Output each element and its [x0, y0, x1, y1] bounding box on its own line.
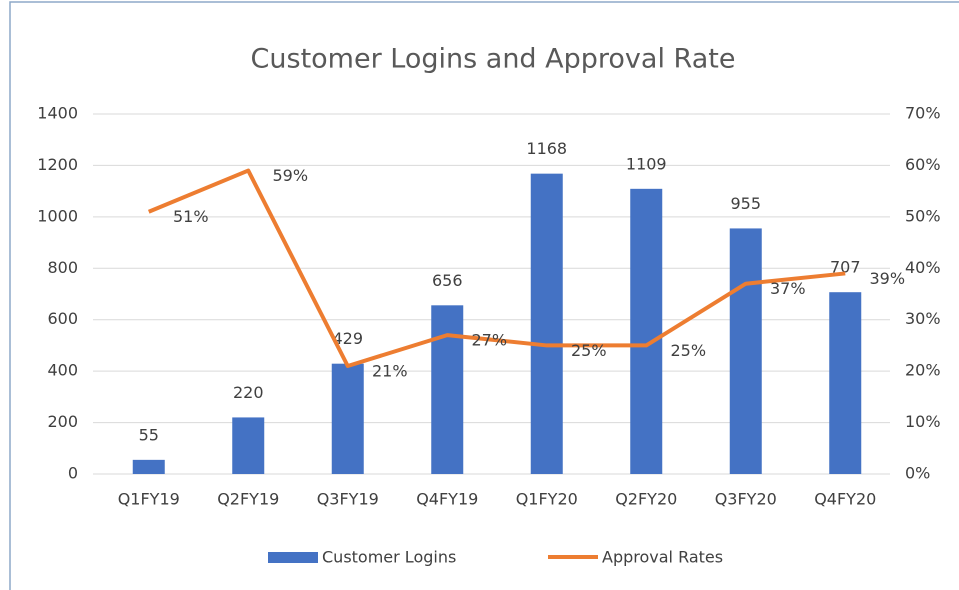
- line-value-label: 25%: [670, 341, 706, 360]
- y2-tick-label: 70%: [905, 104, 941, 123]
- y2-tick-label: 40%: [905, 258, 941, 277]
- line-value-label: 21%: [372, 362, 408, 381]
- line-value-label: 25%: [571, 341, 607, 360]
- y-tick-label: 800: [47, 258, 78, 277]
- chart-title: Customer Logins and Approval Rate: [251, 44, 736, 75]
- y2-tick-label: 10%: [905, 412, 941, 431]
- line-value-label: 39%: [869, 269, 905, 288]
- y-tick-label: 1200: [37, 155, 78, 174]
- y-tick-label: 600: [47, 309, 78, 328]
- y2-tick-label: 50%: [905, 206, 941, 225]
- y-tick-label: 1000: [37, 206, 78, 225]
- line-value-label: 51%: [173, 207, 209, 226]
- y-tick-label: 200: [47, 412, 78, 431]
- y-tick-label: 1400: [37, 104, 78, 123]
- y-tick-label: 400: [47, 361, 78, 380]
- x-tick-label: Q1FY19: [118, 490, 180, 509]
- line-value-label: 27%: [471, 331, 507, 350]
- y-tick-label: 0: [68, 464, 78, 483]
- x-tick-label: Q4FY19: [416, 490, 478, 509]
- bar: [630, 188, 663, 475]
- y2-tick-label: 0%: [905, 464, 930, 483]
- x-tick-label: Q3FY20: [715, 490, 777, 509]
- x-tick-label: Q3FY19: [317, 490, 379, 509]
- x-tick-label: Q2FY20: [615, 490, 677, 509]
- y2-tick-label: 30%: [905, 309, 941, 328]
- y2-tick-label: 20%: [905, 361, 941, 380]
- x-tick-label: Q1FY20: [516, 490, 578, 509]
- bar: [829, 292, 862, 474]
- x-tick-label: Q2FY19: [217, 490, 279, 509]
- line: [147, 168, 846, 368]
- legend-label: Approval Rates: [602, 548, 723, 567]
- line-value-label: 37%: [770, 279, 806, 298]
- y2-tick-label: 60%: [905, 155, 941, 174]
- bar-value-label: 429: [332, 329, 363, 348]
- line-value-label: 59%: [272, 166, 308, 185]
- bar: [431, 305, 464, 474]
- bar-value-label: 1109: [626, 154, 667, 173]
- bar-value-label: 55: [139, 425, 159, 444]
- bar-value-label: 1168: [526, 139, 567, 158]
- x-tick-label: Q4FY20: [814, 490, 876, 509]
- bar-value-label: 220: [233, 383, 264, 402]
- bar-value-label: 707: [830, 258, 861, 277]
- legend-swatch: [268, 552, 318, 563]
- chart-border: [9, 1, 959, 590]
- legend-label: Customer Logins: [322, 548, 456, 567]
- bar-value-label: 656: [432, 271, 463, 290]
- bar: [530, 173, 563, 474]
- bar-value-label: 955: [730, 194, 761, 213]
- bar: [232, 417, 265, 474]
- bar: [729, 228, 762, 474]
- bar: [132, 459, 165, 474]
- bar: [331, 363, 364, 474]
